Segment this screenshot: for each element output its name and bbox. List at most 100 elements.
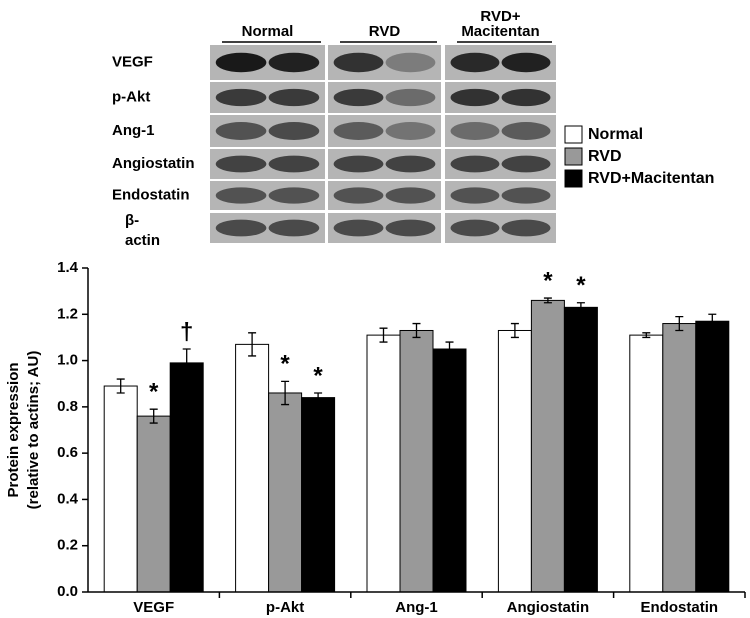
blot-row-label: β-	[125, 212, 139, 229]
blot-band	[268, 122, 320, 140]
error-bar	[149, 408, 158, 424]
y-tick-label: 0.4	[57, 490, 79, 507]
error-bar	[445, 341, 454, 357]
bar	[301, 397, 336, 593]
y-tick-label: 0.0	[57, 583, 78, 600]
x-tick-label: p-Akt	[266, 599, 304, 616]
blot-band	[450, 88, 500, 107]
blot-band	[385, 52, 436, 73]
blot-band	[215, 88, 267, 107]
error-bar	[248, 332, 257, 357]
error-bar	[379, 327, 388, 343]
x-tick-label: Angiostatin	[507, 599, 590, 616]
blot-band	[268, 187, 320, 204]
blot-band	[215, 219, 267, 237]
bar	[103, 385, 138, 593]
blot-band	[450, 155, 500, 173]
blot-band	[501, 88, 551, 107]
blot-band	[333, 52, 384, 73]
blot-band	[450, 219, 500, 237]
y-axis-label: (relative to actins; AU)	[25, 351, 42, 510]
blot-band	[268, 52, 320, 73]
blot-group-label: Normal	[242, 23, 294, 40]
legend-swatch	[564, 147, 583, 166]
blot-band	[268, 88, 320, 107]
legend-label: RVD	[588, 148, 622, 165]
error-bar	[281, 380, 290, 406]
bar	[497, 329, 532, 593]
blot-row-label: actin	[125, 232, 160, 249]
blot-band	[450, 52, 500, 73]
blot-band	[268, 219, 320, 237]
blot-group-label: Macitentan	[461, 23, 539, 40]
blot-row-label: Angiostatin	[112, 155, 195, 172]
blot-band	[333, 187, 384, 204]
bar	[662, 323, 697, 593]
y-tick-label: 0.8	[57, 398, 78, 415]
bar	[629, 334, 664, 593]
blot-row-label: p-Akt	[112, 88, 150, 105]
blot-band	[501, 155, 551, 173]
blot-band	[215, 155, 267, 173]
x-tick-label: Ang-1	[395, 599, 438, 616]
blot-band	[333, 155, 384, 173]
significance-mark: *	[576, 272, 586, 299]
bar	[399, 329, 434, 593]
y-tick-label: 1.2	[57, 305, 78, 322]
legend-swatch	[564, 169, 583, 188]
bar	[695, 320, 730, 593]
blot-band	[501, 219, 551, 237]
bar	[530, 299, 565, 593]
blot-row-label: Ang-1	[112, 122, 155, 139]
blot-band	[268, 155, 320, 173]
blot-band	[385, 88, 436, 107]
error-bar	[642, 332, 651, 339]
y-axis-label: Protein expression	[5, 362, 22, 497]
bar	[169, 362, 204, 593]
error-bar	[543, 297, 552, 304]
y-tick-label: 1.0	[57, 352, 78, 369]
blot-band	[501, 52, 551, 73]
blot-row-label: VEGF	[112, 53, 153, 70]
error-bar	[116, 378, 125, 394]
blot-row-label: Endostatin	[112, 186, 190, 203]
bar	[235, 343, 270, 593]
y-tick-label: 0.2	[57, 537, 78, 554]
error-bar	[314, 392, 323, 403]
error-bar	[708, 313, 717, 329]
blot-band	[501, 122, 551, 140]
bar	[366, 334, 401, 593]
legend-label: RVD+Macitentan	[588, 170, 714, 187]
legend-swatch	[564, 125, 583, 144]
x-tick-label: Endostatin	[641, 599, 719, 616]
bar	[563, 306, 598, 593]
y-tick-label: 1.4	[57, 259, 79, 276]
blot-band	[501, 187, 551, 204]
significance-mark: *	[313, 362, 323, 389]
blot-group-label: RVD+	[480, 8, 520, 25]
y-tick-label: 0.6	[57, 444, 78, 461]
x-tick-label: VEGF	[133, 599, 174, 616]
error-bar	[182, 348, 191, 378]
blot-band	[215, 52, 267, 73]
significance-mark: *	[280, 351, 290, 378]
blot-band	[385, 219, 436, 237]
blot-band	[385, 122, 436, 140]
blot-band	[215, 122, 267, 140]
blot-band	[450, 187, 500, 204]
blot-band	[385, 187, 436, 204]
error-bar	[576, 302, 585, 313]
legend-label: Normal	[588, 126, 643, 143]
blot-band	[450, 122, 500, 140]
error-bar	[510, 322, 519, 339]
error-bar	[675, 315, 684, 332]
bar	[432, 348, 467, 593]
error-bar	[412, 322, 421, 339]
bar	[268, 392, 303, 593]
blot-band	[333, 219, 384, 237]
significance-mark: †	[180, 318, 193, 345]
significance-mark: *	[543, 267, 553, 294]
bar	[136, 415, 171, 593]
blot-band	[333, 88, 384, 107]
